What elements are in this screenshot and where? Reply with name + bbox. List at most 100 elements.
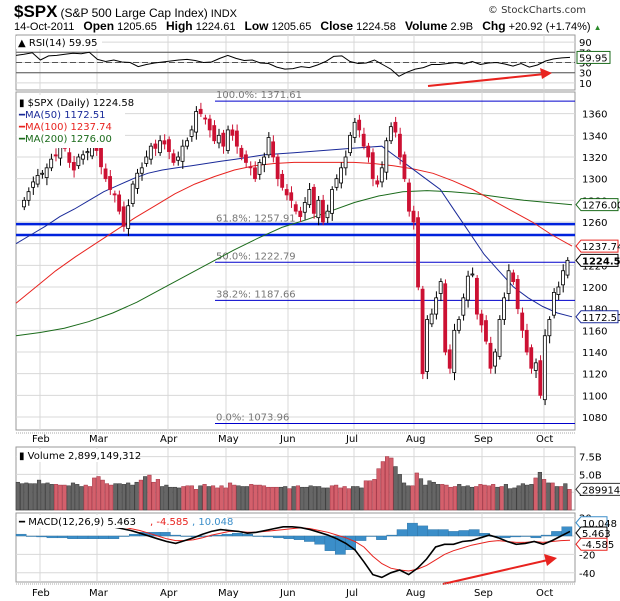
- volume-bar: [172, 486, 177, 511]
- volume-bar: [512, 487, 517, 511]
- volume-tag: [575, 482, 620, 496]
- month-label: Aug: [406, 434, 426, 445]
- macd-histogram-bar: [36, 535, 48, 538]
- candle-body: [103, 168, 108, 180]
- price-axis-label: 1120: [582, 370, 607, 381]
- price-tag-text: 1237.74: [582, 242, 620, 253]
- symbol-name: (S&P 500 Large Cap Index): [60, 6, 208, 20]
- volume-bar: [198, 485, 203, 511]
- price-tag: [575, 198, 619, 212]
- macd-histogram-bar: [98, 535, 109, 539]
- candle-body: [388, 126, 393, 142]
- volume-bar: [151, 481, 156, 511]
- volume-bar: [452, 486, 458, 511]
- volume-bar: [113, 483, 118, 511]
- macd-histogram-bar: [396, 529, 408, 537]
- macd-histogram-bar: [314, 535, 326, 545]
- macd-histogram-bar: [159, 532, 171, 537]
- volume-bar: [427, 480, 432, 511]
- candle-body: [239, 147, 244, 158]
- volume-bar: [58, 484, 63, 511]
- volume-bar: [70, 482, 76, 511]
- candle-body: [144, 156, 149, 164]
- volume-bar: [236, 485, 241, 511]
- volume-bar: [312, 486, 317, 511]
- volume-label: Volume: [404, 19, 448, 33]
- volume-bar: [210, 485, 216, 511]
- candle-body: [244, 154, 248, 163]
- month-label: Feb: [32, 588, 50, 599]
- ma100-legend: ━MA(100) 1237.74: [18, 122, 112, 133]
- candle-body: [565, 259, 570, 276]
- volume-bar: [414, 472, 419, 511]
- volume-value: 2.9B: [450, 21, 474, 33]
- candle-body: [126, 205, 131, 229]
- volume-bar: [164, 484, 169, 511]
- chart-title: $SPX (S&P 500 Large Cap Index) INDX: [14, 2, 237, 21]
- candle-body: [40, 172, 45, 175]
- volume-bar: [206, 486, 211, 511]
- candle-body: [325, 210, 330, 219]
- candle-body: [470, 273, 475, 276]
- month-label: Oct: [536, 434, 553, 445]
- brand-logo: © StockCharts.com: [487, 5, 586, 16]
- symbol: $SPX: [14, 2, 58, 21]
- candle-body: [506, 270, 511, 294]
- macd-histogram-bar: [468, 529, 480, 537]
- volume-bar: [160, 486, 165, 511]
- volume-bar: [355, 486, 360, 511]
- candle-body: [434, 297, 439, 315]
- macd-axis-label: -40: [579, 569, 595, 580]
- candle-body: [26, 191, 31, 201]
- macd-tag-text: -4.585: [582, 540, 614, 551]
- candle-body: [452, 329, 457, 373]
- volume-bar: [121, 484, 127, 511]
- month-label: May: [218, 434, 239, 445]
- volume-bar: [385, 456, 390, 511]
- macd-histogram-bar: [273, 535, 284, 539]
- volume-bar: [317, 486, 322, 511]
- volume-bar: [376, 468, 381, 511]
- macd-histogram-bar: [252, 535, 264, 537]
- volume-bar: [418, 478, 424, 511]
- volume-bar: [495, 486, 500, 511]
- candle-body: [407, 182, 411, 212]
- volume-bar: [253, 484, 258, 511]
- candle-body: [121, 206, 126, 227]
- candle-body: [339, 167, 343, 184]
- macd-histogram-bar: [56, 535, 68, 539]
- macd-histogram-bar: [67, 535, 78, 539]
- candle-body: [221, 132, 226, 147]
- candle-body: [479, 313, 484, 326]
- open-value: 1205.65: [117, 21, 157, 33]
- macd-histogram-bar: [417, 525, 429, 537]
- candle-body: [529, 347, 534, 369]
- candle-body: [248, 166, 253, 169]
- price-tag: [575, 239, 619, 253]
- volume-bar: [100, 479, 105, 511]
- price-tag: [575, 253, 619, 267]
- volume-bar: [508, 488, 513, 511]
- candle-body: [198, 108, 203, 115]
- volume-bar: [41, 483, 46, 511]
- volume-bar: [300, 486, 305, 511]
- candle-body: [447, 349, 452, 369]
- price-tag: [575, 310, 619, 324]
- macd-histogram-bar: [15, 533, 27, 537]
- candle-body: [189, 129, 194, 137]
- volume-bar: [240, 486, 245, 511]
- candle-body: [330, 189, 334, 214]
- rsi-axis-label: 30: [579, 69, 592, 80]
- candle-body: [357, 119, 362, 131]
- volume-bar: [232, 484, 237, 511]
- volume-bar: [401, 482, 407, 511]
- volume-bar: [62, 484, 67, 511]
- volume-bar: [465, 485, 470, 511]
- macd-axis-label: -20: [579, 550, 595, 561]
- candle-body: [547, 319, 552, 337]
- volume-bar: [516, 485, 521, 511]
- volume-bar: [469, 486, 475, 511]
- volume-bar: [491, 484, 496, 511]
- price-tag-text: 1276.00: [582, 201, 620, 212]
